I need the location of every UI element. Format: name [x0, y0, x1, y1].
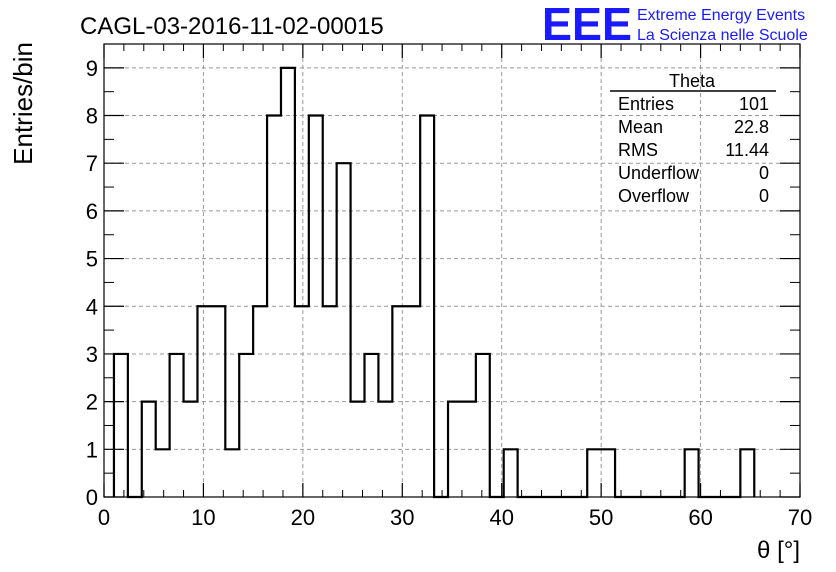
chart-title: CAGL-03-2016-11-02-00015 — [80, 13, 384, 40]
stats-row-value: 0 — [759, 186, 769, 206]
y-tick-label: 5 — [86, 247, 98, 272]
y-tick-label: 9 — [86, 56, 98, 81]
stats-rows: Entries 101 Mean 22.8 RMS 11.44 Underflow 0 Over… — [618, 94, 769, 206]
y-tick-labels: 0 1 2 3 4 5 6 7 8 9 — [86, 56, 98, 510]
y-tick-label: 2 — [86, 390, 98, 415]
y-tick-label: 8 — [86, 104, 98, 129]
x-tick-label: 0 — [98, 505, 110, 530]
logo-line-1: Extreme Energy Events — [637, 7, 805, 24]
stats-row-label: Entries — [618, 94, 674, 114]
x-tick-label: 20 — [291, 505, 315, 530]
x-tick-labels: 0 10 20 30 40 50 60 70 — [98, 505, 812, 530]
x-tick-label: 60 — [688, 505, 712, 530]
x-tick-label: 40 — [489, 505, 513, 530]
y-tick-label: 0 — [86, 485, 98, 510]
x-axis-label: θ [°] — [757, 537, 800, 564]
logo-letters: EEE — [542, 0, 632, 50]
eee-logo: EEE Extreme Energy Events La Scienza nel… — [542, 0, 808, 50]
stats-row-value: 0 — [759, 163, 769, 183]
y-axis-label: Entries/bin — [8, 42, 38, 165]
plot-frame — [103, 43, 801, 498]
axis-ticks — [103, 44, 801, 498]
stats-box: Theta Entries 101 Mean 22.8 RMS 11.44 Underflo… — [610, 71, 776, 206]
stats-row-value: 101 — [739, 94, 769, 114]
stats-row-value: 22.8 — [734, 117, 769, 137]
stats-row-label: Underflow — [618, 163, 700, 183]
x-tick-label: 70 — [788, 505, 812, 530]
y-tick-label: 6 — [86, 199, 98, 224]
stats-title: Theta — [669, 71, 716, 91]
x-tick-label: 50 — [589, 505, 613, 530]
stats-row-value: 11.44 — [725, 140, 769, 160]
stats-row-label: Overflow — [618, 186, 690, 206]
y-tick-label: 7 — [86, 151, 98, 176]
stats-row-label: RMS — [618, 140, 658, 160]
y-tick-label: 3 — [86, 342, 98, 367]
stats-row-label: Mean — [618, 117, 663, 137]
y-tick-label: 4 — [86, 294, 98, 319]
logo-line-2: La Scienza nelle Scuole — [637, 27, 808, 44]
x-tick-label: 30 — [390, 505, 414, 530]
x-tick-label: 10 — [191, 505, 215, 530]
y-tick-label: 1 — [86, 437, 98, 462]
